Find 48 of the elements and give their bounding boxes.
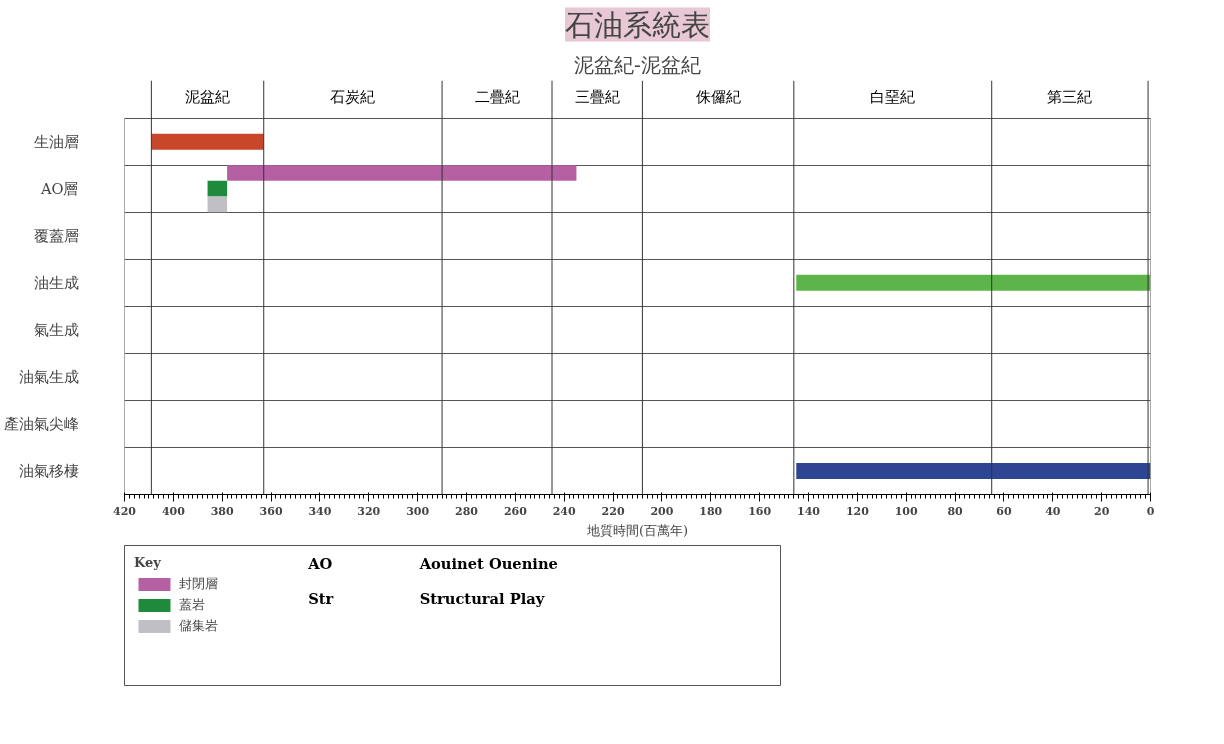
y-tick-label: 油生成 (33, 274, 79, 292)
y-tick-label: 油氣生成 (18, 368, 79, 386)
text: AO (307, 554, 333, 572)
x-tick-label: 80 (947, 504, 964, 518)
x-axis-title: 地質時間(百萬年) (585, 522, 689, 538)
legend-title: Key (134, 555, 162, 570)
annotation: 第三紀 (1047, 88, 1093, 106)
x-tick-label: 140 (797, 504, 821, 518)
text: Str (308, 589, 334, 607)
text: Structural Play (419, 589, 545, 607)
text: Aouinet Ouenine (418, 554, 558, 572)
x-tick-label: 260 (503, 504, 528, 518)
x-tick-label: 60 (996, 504, 1012, 518)
x-tick-label: 200 (650, 504, 674, 518)
annotation: 白堊紀 (870, 88, 916, 106)
x-tick-label: 20 (1093, 504, 1110, 518)
legend-label: 封閉層 (179, 575, 218, 593)
y-tick-label: AO層 (39, 180, 79, 198)
x-tick-label: 380 (210, 504, 235, 518)
annotation: 侏儸紀 (695, 88, 741, 106)
x-tick-label: 400 (161, 504, 186, 518)
chart-title: 石油系統表 (565, 7, 710, 42)
annotation: 石炭紀 (330, 88, 376, 106)
x-tick-label: 180 (699, 504, 723, 518)
annotation: 三疊紀 (574, 88, 620, 106)
x-tick-label: 40 (1045, 504, 1061, 518)
y-tick-label: 產油氣尖峰 (3, 415, 79, 433)
x-tick-label: 160 (748, 504, 772, 518)
y-tick-label: 生油層 (33, 133, 79, 151)
x-tick-label: 300 (406, 504, 430, 518)
y-tick-label: 油氣移棲 (18, 462, 79, 480)
annotation: 二疊紀 (474, 88, 520, 106)
x-tick-label: 120 (845, 504, 870, 518)
x-tick-label: 280 (455, 504, 479, 518)
x-tick-label: 240 (552, 504, 577, 518)
legend-label: 蓋岩 (179, 596, 205, 614)
x-tick-label: 0 (1146, 504, 1155, 518)
annotation: 泥盆紀 (185, 88, 231, 106)
x-tick-label: 360 (259, 504, 283, 518)
chart-subtitle: 泥盆紀-泥盆紀 (574, 52, 701, 77)
x-tick-label: 420 (113, 504, 137, 518)
x-tick-label: 220 (601, 504, 625, 518)
x-tick-label: 100 (894, 504, 919, 518)
legend-label: 儲集岩 (179, 617, 218, 635)
x-tick-label: 340 (308, 504, 332, 518)
y-tick-label: 氣生成 (33, 321, 79, 339)
y-tick-label: 覆蓋層 (33, 227, 79, 245)
x-tick-label: 320 (357, 504, 381, 518)
